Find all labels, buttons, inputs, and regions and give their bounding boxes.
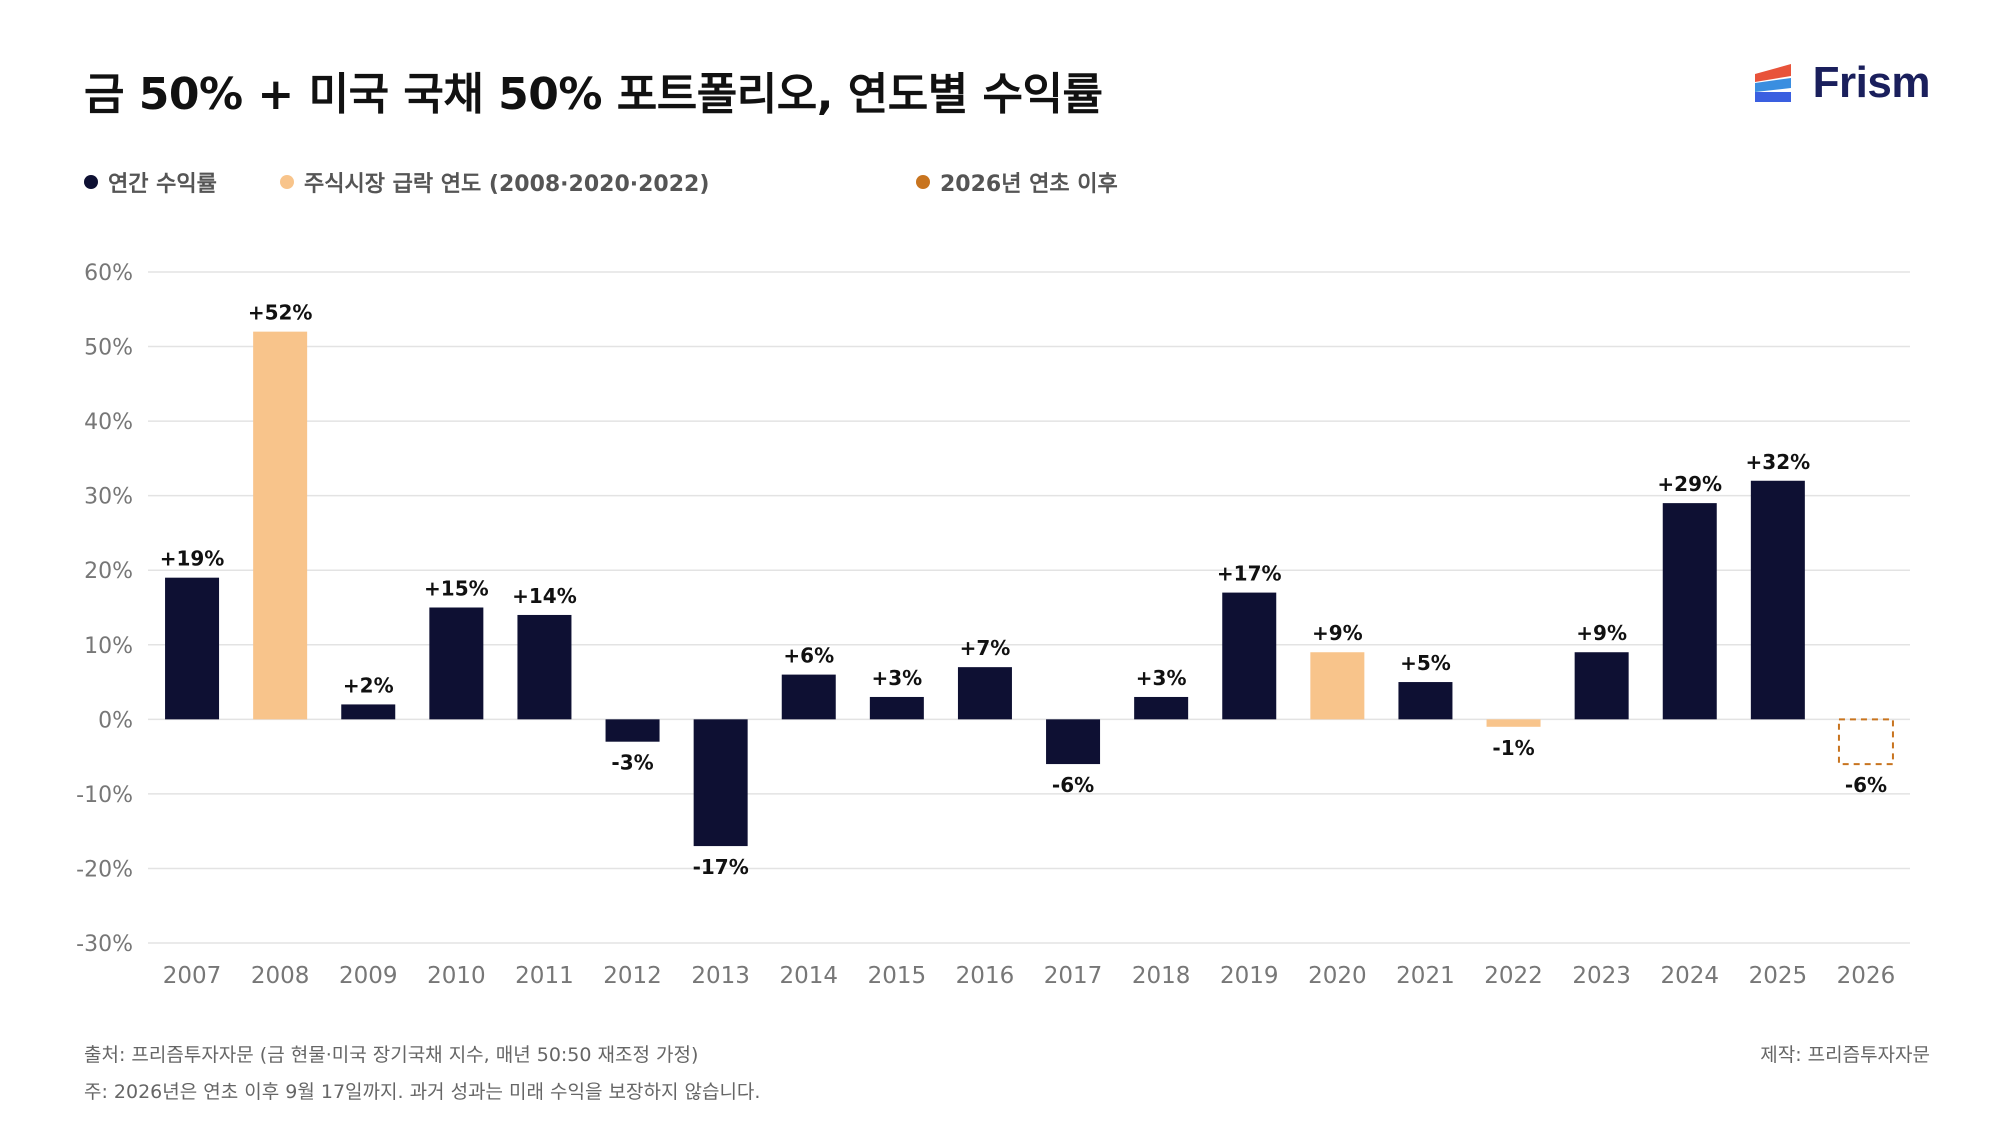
x-tick-label: 2008 bbox=[251, 963, 310, 989]
y-tick-label: 30% bbox=[84, 485, 133, 510]
y-tick-label: -20% bbox=[76, 857, 133, 882]
bar-2021 bbox=[1398, 682, 1453, 720]
bar-2019 bbox=[1222, 592, 1277, 720]
x-tick-label: 2014 bbox=[779, 963, 838, 989]
x-tick-label: 2015 bbox=[868, 963, 927, 989]
data-label: +7% bbox=[960, 636, 1011, 660]
legend-swatch-annual bbox=[84, 175, 98, 189]
bar-2018 bbox=[1134, 696, 1189, 720]
y-tick-label: 0% bbox=[98, 708, 133, 733]
legend-item-crash: 주식시장 급락 연도 (2008·2020·2022) bbox=[280, 166, 709, 198]
bar-2010 bbox=[429, 607, 484, 720]
data-label: -17% bbox=[693, 855, 749, 879]
legend-item-annual: 연간 수익률 bbox=[84, 166, 217, 198]
bar-2007 bbox=[165, 577, 220, 720]
x-tick-label: 2024 bbox=[1660, 963, 1719, 989]
data-label: +2% bbox=[343, 673, 394, 697]
data-label: +3% bbox=[1136, 666, 1187, 690]
bar-2020 bbox=[1310, 652, 1365, 720]
legend-item-ytd: 2026년 연초 이후 bbox=[916, 166, 1118, 198]
data-label: -6% bbox=[1052, 773, 1094, 797]
x-tick-label: 2018 bbox=[1132, 963, 1191, 989]
data-label: +15% bbox=[424, 577, 489, 601]
x-tick-label: 2010 bbox=[427, 963, 486, 989]
bar-2016 bbox=[957, 667, 1012, 720]
x-tick-label: 2017 bbox=[1044, 963, 1103, 989]
legend-swatch-ytd bbox=[916, 175, 930, 189]
bar-2024 bbox=[1662, 503, 1717, 720]
data-label: +6% bbox=[783, 644, 834, 668]
x-tick-label: 2012 bbox=[603, 963, 662, 989]
y-tick-label: -30% bbox=[76, 932, 133, 957]
brand-name: Frism bbox=[1812, 58, 1931, 107]
data-label: +5% bbox=[1400, 651, 1451, 675]
x-tick-label: 2025 bbox=[1749, 963, 1808, 989]
bar-2025 bbox=[1750, 480, 1805, 720]
x-tick-label: 2022 bbox=[1484, 963, 1543, 989]
legend-label-ytd: 2026년 연초 이후 bbox=[940, 172, 1118, 197]
bar-2015 bbox=[869, 696, 924, 720]
bar-2026 bbox=[1837, 718, 1894, 766]
data-label: +17% bbox=[1217, 562, 1282, 586]
bar-2014 bbox=[781, 674, 836, 720]
bar-2013 bbox=[693, 719, 748, 847]
bar-2011 bbox=[517, 614, 572, 720]
x-tick-label: 2026 bbox=[1837, 963, 1896, 989]
chart-title: 금 50% + 미국 국채 50% 포트폴리오, 연도별 수익률 bbox=[84, 69, 1103, 120]
brand-logo: Frism bbox=[1754, 58, 1931, 108]
bar-2008 bbox=[253, 331, 308, 720]
x-tick-label: 2016 bbox=[956, 963, 1015, 989]
data-label: -1% bbox=[1492, 736, 1534, 760]
bar-2009 bbox=[341, 704, 396, 720]
x-tick-label: 2013 bbox=[691, 963, 750, 989]
x-tick-label: 2023 bbox=[1572, 963, 1631, 989]
chart-legend: 연간 수익률 주식시장 급락 연도 (2008·2020·2022) 2026년… bbox=[84, 166, 1284, 202]
y-tick-label: 60% bbox=[84, 261, 133, 286]
footer-note: 주: 2026년은 연초 이후 9월 17일까지. 과거 성과는 미래 수익을 … bbox=[84, 1081, 761, 1103]
legend-label-annual: 연간 수익률 bbox=[108, 172, 217, 197]
x-tick-label: 2020 bbox=[1308, 963, 1367, 989]
bar-2017 bbox=[1046, 719, 1101, 765]
footer-credit: 제작: 프리즘투자자문 bbox=[1760, 1044, 1930, 1066]
data-label: -3% bbox=[611, 751, 653, 775]
x-tick-label: 2021 bbox=[1396, 963, 1455, 989]
y-tick-label: -10% bbox=[76, 783, 133, 808]
footer-source: 출처: 프리즘투자자문 (금 현물·미국 장기국채 지수, 매년 50:50 재… bbox=[84, 1044, 699, 1066]
data-label: +29% bbox=[1657, 472, 1722, 496]
bar-chart: 60% 50% 40% 30% 20% 10% 0% -10% -20% -30% +19% 2007… bbox=[76, 261, 1910, 989]
y-tick-label: 20% bbox=[84, 559, 133, 584]
bar-2022 bbox=[1486, 719, 1541, 727]
x-tick-label: 2011 bbox=[515, 963, 574, 989]
frism-logo-icon bbox=[1754, 64, 1791, 102]
x-tick-label: 2019 bbox=[1220, 963, 1279, 989]
bar-2023 bbox=[1574, 652, 1629, 720]
data-label: +9% bbox=[1312, 621, 1363, 645]
y-tick-label: 40% bbox=[84, 410, 133, 435]
bar-2012 bbox=[605, 719, 660, 742]
data-label: +52% bbox=[248, 301, 313, 325]
y-tick-label: 50% bbox=[84, 336, 133, 361]
legend-label-crash: 주식시장 급락 연도 (2008·2020·2022) bbox=[304, 172, 710, 197]
data-label: -6% bbox=[1845, 773, 1887, 797]
data-label: +14% bbox=[512, 584, 577, 608]
data-label: +9% bbox=[1576, 621, 1627, 645]
y-tick-label: 10% bbox=[84, 634, 133, 659]
x-tick-label: 2007 bbox=[163, 963, 222, 989]
data-label: +32% bbox=[1746, 450, 1811, 474]
data-label: +19% bbox=[160, 547, 225, 571]
data-label: +3% bbox=[871, 666, 922, 690]
legend-swatch-crash bbox=[280, 175, 294, 189]
x-tick-label: 2009 bbox=[339, 963, 398, 989]
